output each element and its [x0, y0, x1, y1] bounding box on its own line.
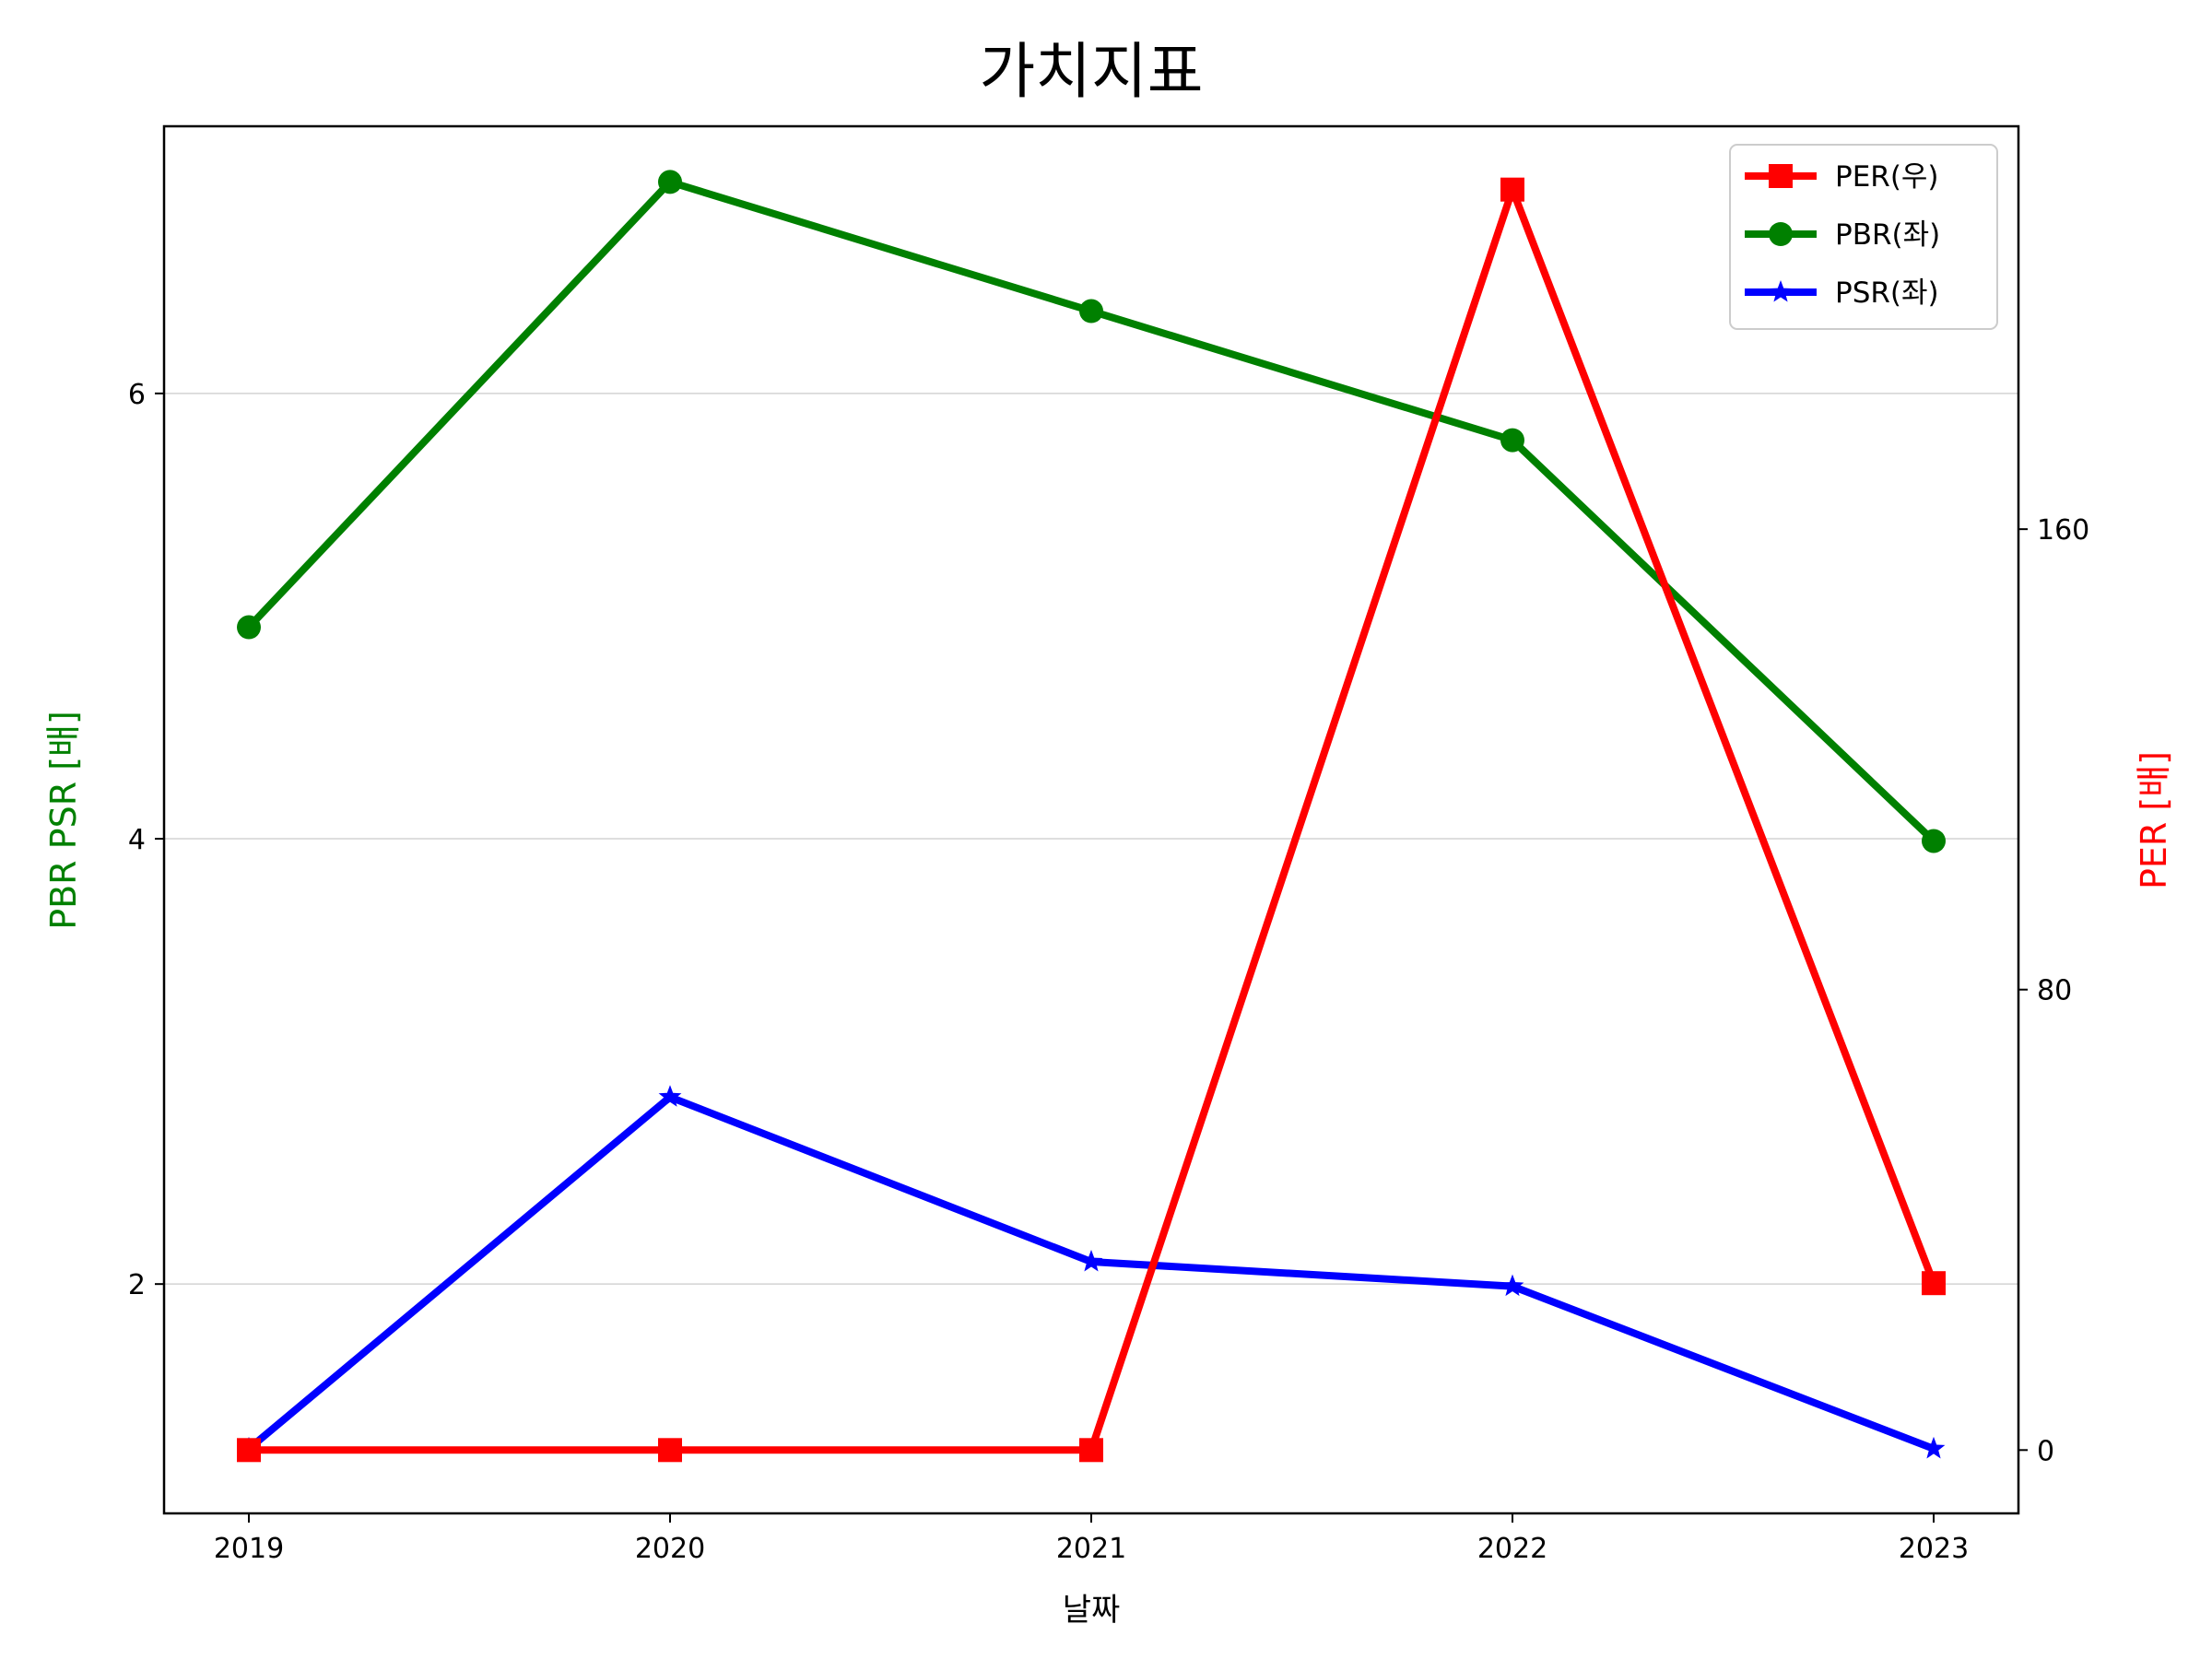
- x-tick-label: 2021: [1056, 1533, 1126, 1565]
- legend-marker: [1769, 164, 1793, 188]
- legend-marker: [1769, 222, 1793, 246]
- x-axis: 2019 2020 2021 2022 2023: [214, 1513, 1969, 1565]
- right-y-axis: 0 80 160: [2018, 514, 2089, 1467]
- series-line-psr: [245, 1093, 1937, 1453]
- data-point-pbr: [1922, 829, 1946, 853]
- legend-box: [1729, 144, 1998, 330]
- legend: PER(우) PBR(좌) PSR(좌): [1729, 144, 1998, 330]
- data-point-per: [658, 1438, 682, 1463]
- data-point-pbr: [237, 615, 261, 640]
- chart-title: 가치지표: [980, 36, 1204, 107]
- left-y-axis-label: PBR PSR [배]: [43, 711, 84, 930]
- data-point-per: [1922, 1271, 1946, 1296]
- right-y-tick-label: 0: [2037, 1435, 2054, 1467]
- data-point-psr: [1500, 1274, 1524, 1297]
- data-point-pbr: [658, 170, 682, 194]
- left-y-tick-label: 4: [128, 824, 146, 856]
- right-y-tick-label: 80: [2037, 975, 2072, 1007]
- right-y-axis-label: PER [배]: [2134, 751, 2174, 889]
- right-y-tick-label: 160: [2037, 514, 2089, 547]
- data-point-psr: [1922, 1436, 1946, 1459]
- legend-entry-pbr: PBR(좌): [1745, 218, 1940, 252]
- left-y-tick-label: 2: [128, 1269, 146, 1301]
- legend-label: PER(우): [1835, 160, 1939, 194]
- data-point-per: [1079, 1438, 1103, 1463]
- data-point-per: [1500, 177, 1524, 202]
- plot-frame: [162, 124, 2020, 1515]
- data-point-per: [237, 1438, 261, 1463]
- x-axis-label: 날짜: [1063, 1592, 1121, 1629]
- legend-marker: [1769, 280, 1793, 302]
- x-tick-label: 2023: [1899, 1533, 1969, 1565]
- left-y-axis: 2 4 6: [128, 379, 164, 1301]
- legend-label: PSR(좌): [1835, 276, 1939, 310]
- x-tick-label: 2022: [1477, 1533, 1547, 1565]
- legend-entry-psr: PSR(좌): [1745, 276, 1939, 310]
- data-point-psr: [1079, 1250, 1103, 1272]
- x-tick-label: 2019: [214, 1533, 284, 1565]
- series-per: [237, 177, 1946, 1463]
- series-psr: [237, 1085, 1946, 1459]
- data-point-pbr: [1500, 428, 1524, 453]
- legend-label: PBR(좌): [1835, 218, 1940, 252]
- data-point-pbr: [1079, 299, 1103, 324]
- legend-entry-per: PER(우): [1745, 160, 1939, 194]
- left-y-tick-label: 6: [128, 379, 146, 411]
- gridlines: [164, 393, 2018, 1285]
- series-pbr: [237, 170, 1946, 853]
- x-tick-label: 2020: [635, 1533, 705, 1565]
- data-point-psr: [658, 1085, 682, 1107]
- series-line-pbr: [245, 178, 1937, 845]
- series-layer: [237, 170, 1946, 1463]
